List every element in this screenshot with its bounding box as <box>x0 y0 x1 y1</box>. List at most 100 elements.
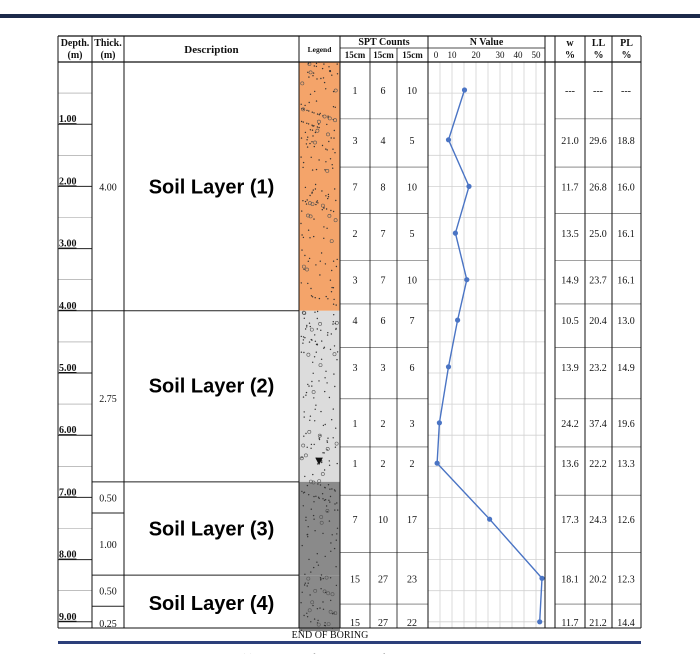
legend-speckle <box>323 63 325 65</box>
legend-speckle <box>309 415 312 417</box>
legend-speckle <box>335 539 337 541</box>
legend-speckle <box>302 336 305 338</box>
water-content: 13.9 <box>561 363 579 374</box>
nvalue-point <box>445 364 452 370</box>
legend-speckle <box>320 574 323 576</box>
legend-speckle <box>327 115 329 117</box>
legend-speckle <box>307 608 312 613</box>
legend-speckle <box>334 446 337 448</box>
liquid-limit: 22.2 <box>589 459 607 470</box>
legend-speckle <box>329 577 332 579</box>
water-content: 24.2 <box>561 419 579 430</box>
legend-speckle <box>328 609 333 614</box>
liquid-limit: 20.2 <box>589 574 607 585</box>
legend-speckle <box>314 297 316 299</box>
legend-speckle <box>333 547 336 550</box>
legend-speckle <box>301 443 306 448</box>
legend-speckle <box>331 164 333 166</box>
legend-speckle <box>324 423 326 426</box>
water-content: 13.6 <box>561 459 579 470</box>
legend-speckle <box>315 168 318 171</box>
legend-speckle <box>336 359 338 361</box>
legend-speckle <box>305 391 308 394</box>
thickness-label: 0.50 <box>99 493 117 504</box>
legend-speckle <box>325 295 327 298</box>
legend-speckle <box>333 373 335 375</box>
legend-speckle <box>319 112 321 115</box>
spt-count-1: 7 <box>353 182 358 193</box>
legend-speckle <box>319 434 321 437</box>
legend-speckle <box>327 116 332 121</box>
legend-speckle <box>302 200 304 202</box>
legend-speckle <box>304 186 307 189</box>
legend-speckle <box>330 599 332 602</box>
legend-speckle <box>314 334 316 336</box>
legend-speckle <box>308 385 310 387</box>
legend-speckle <box>318 123 320 125</box>
water-content: 11.7 <box>561 618 578 629</box>
legend-speckle <box>318 114 320 116</box>
legend-speckle <box>301 249 303 251</box>
header-ll-unit: % <box>594 50 604 61</box>
spt-count-3: 23 <box>407 574 417 585</box>
legend-speckle <box>310 600 315 605</box>
legend-speckle <box>317 619 319 622</box>
legend-speckle <box>335 566 337 568</box>
legend-speckle <box>310 447 312 449</box>
legend-speckle <box>308 494 310 496</box>
nvalue-point <box>537 619 543 625</box>
legend-speckle <box>304 131 307 134</box>
legend-speckle <box>326 334 329 336</box>
legend-speckle <box>315 128 320 133</box>
depth-label: 7.00 <box>59 487 77 498</box>
legend-speckle <box>324 622 326 624</box>
plastic-limit: 13.0 <box>617 316 635 327</box>
legend-speckle <box>303 268 305 271</box>
legend-speckle <box>323 452 325 454</box>
legend-speckle <box>306 616 309 618</box>
legend-speckle <box>304 328 307 330</box>
header-spt: SPT Counts <box>358 37 409 48</box>
water-content: 11.7 <box>561 182 578 193</box>
plastic-limit: 13.3 <box>617 459 635 470</box>
legend-speckle <box>310 443 313 446</box>
header-ll: LL <box>592 38 606 49</box>
legend-speckle <box>324 555 326 558</box>
legend-speckle <box>309 325 311 328</box>
legend-speckle <box>335 327 337 330</box>
legend-speckle <box>309 194 311 197</box>
legend-speckle <box>311 339 313 341</box>
legend-speckle <box>330 291 333 293</box>
legend-speckle <box>326 441 329 443</box>
legend-speckle <box>325 88 327 90</box>
legend-speckle <box>332 437 334 439</box>
legend-speckle <box>303 411 305 413</box>
legend-speckle <box>306 139 308 141</box>
plastic-limit: 14.9 <box>617 363 635 374</box>
spt-count-2: 8 <box>381 182 386 193</box>
legend-speckle <box>325 370 327 372</box>
legend-speckle <box>330 550 332 552</box>
legend-speckle <box>315 100 318 102</box>
legend-speckle <box>318 438 321 441</box>
water-content: 21.0 <box>561 136 579 147</box>
legend-speckle <box>302 166 304 169</box>
legend-speckle <box>313 235 315 238</box>
legend-speckle <box>331 74 333 76</box>
legend-speckle <box>319 520 324 525</box>
nvalue-point <box>434 460 440 466</box>
legend-speckle <box>334 503 336 505</box>
legend-speckle <box>320 252 323 254</box>
legend-speckle <box>303 416 305 418</box>
legend-speckle <box>319 260 321 262</box>
legend-speckle <box>332 260 335 262</box>
legend-speckle <box>302 236 305 239</box>
legend-speckle <box>311 124 313 126</box>
legend-speckle <box>317 483 319 485</box>
legend-speckle <box>329 348 332 351</box>
spt-count-3: 10 <box>407 276 417 287</box>
legend-speckle <box>328 396 331 399</box>
legend-speckle <box>318 363 323 368</box>
legend-speckle <box>320 77 322 80</box>
legend-speckle <box>303 491 306 493</box>
